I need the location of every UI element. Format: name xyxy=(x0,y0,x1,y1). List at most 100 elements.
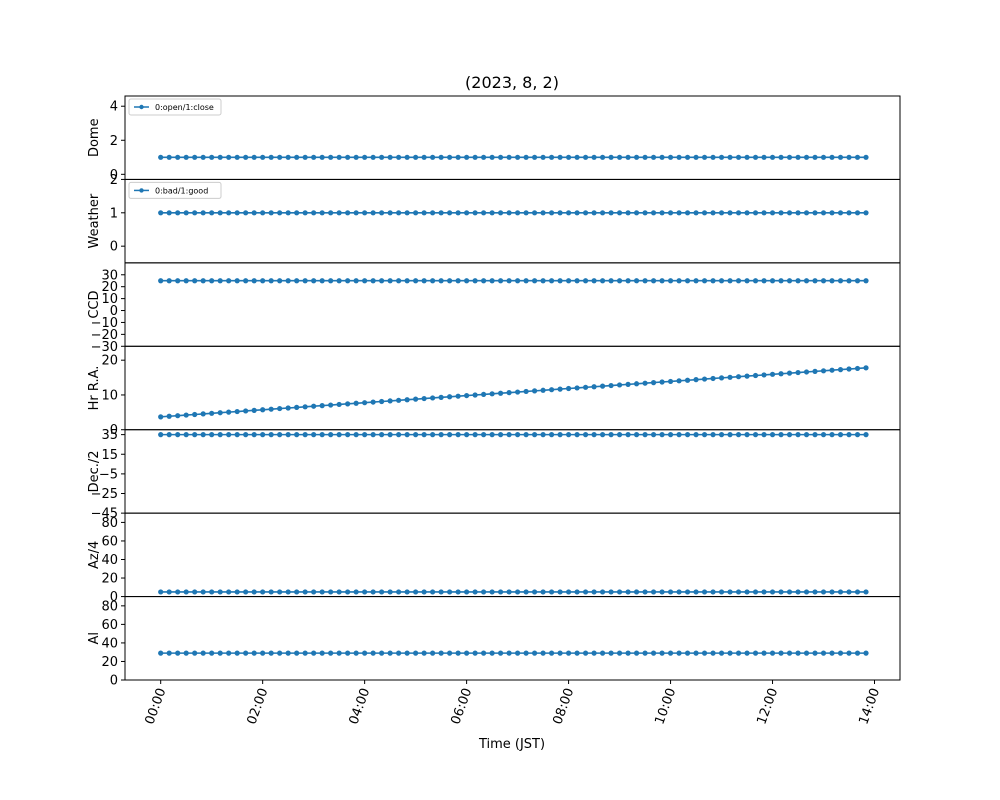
data-point xyxy=(438,278,444,284)
data-point xyxy=(226,650,232,656)
y-tick-label: 0 xyxy=(110,423,118,438)
data-point xyxy=(404,589,410,595)
data-point xyxy=(735,154,742,160)
data-point xyxy=(328,154,334,160)
data-point xyxy=(625,154,631,160)
y-tick-label: 20 xyxy=(101,354,118,369)
data-point xyxy=(515,154,521,160)
data-point xyxy=(285,405,291,411)
data-point xyxy=(659,650,665,656)
data-point xyxy=(464,589,470,595)
data-point xyxy=(489,278,495,284)
data-point xyxy=(642,278,648,284)
data-point xyxy=(667,432,674,438)
data-point xyxy=(319,278,325,284)
data-point xyxy=(582,384,589,390)
data-point xyxy=(531,154,538,160)
data-point xyxy=(633,210,640,216)
data-point xyxy=(523,650,529,656)
data-point xyxy=(243,650,249,656)
data-point xyxy=(362,589,368,595)
data-point xyxy=(447,210,453,216)
data-point xyxy=(489,589,495,595)
data-point xyxy=(379,432,385,438)
data-point xyxy=(778,432,784,438)
data-point xyxy=(523,210,529,216)
data-point xyxy=(515,432,521,438)
data-point xyxy=(693,210,699,216)
data-point xyxy=(430,278,436,284)
data-point xyxy=(744,210,750,216)
data-point xyxy=(786,589,793,595)
data-point xyxy=(226,278,232,284)
data-point xyxy=(540,432,546,438)
data-point xyxy=(625,210,631,216)
data-point xyxy=(718,210,725,216)
data-point xyxy=(684,589,691,595)
data-point xyxy=(413,278,419,284)
data-point xyxy=(718,650,725,656)
data-point xyxy=(217,589,223,595)
panel-1: Dome 0 2 4 0:open/1:close xyxy=(87,95,901,183)
data-point xyxy=(574,210,580,216)
data-point xyxy=(854,210,861,216)
data-point xyxy=(752,154,759,160)
data-point xyxy=(438,589,444,595)
data-point xyxy=(667,650,674,656)
data-point xyxy=(336,154,342,160)
data-point xyxy=(506,432,512,438)
y-axis-label: Weather xyxy=(87,193,102,248)
data-point xyxy=(778,650,784,656)
data-point xyxy=(786,650,793,656)
data-point xyxy=(846,210,852,216)
data-point xyxy=(260,432,266,438)
data-point xyxy=(812,210,818,216)
data-point xyxy=(472,154,478,160)
data-point xyxy=(294,154,300,160)
data-point xyxy=(761,210,767,216)
data-point xyxy=(727,432,733,438)
x-tick-label: 06:00 xyxy=(448,686,475,726)
data-point xyxy=(183,154,189,160)
data-point xyxy=(803,154,810,160)
data-point xyxy=(260,407,266,413)
data-point xyxy=(574,154,580,160)
data-point xyxy=(837,210,844,216)
data-point xyxy=(430,589,436,595)
y-tick-label: −20 xyxy=(91,328,118,343)
data-point xyxy=(650,210,657,216)
data-point xyxy=(599,210,606,216)
data-point xyxy=(684,432,691,438)
data-point xyxy=(285,650,291,656)
y-tick-label: 20 xyxy=(101,655,118,670)
panel-frame xyxy=(124,178,901,264)
data-point xyxy=(642,154,648,160)
data-point xyxy=(795,154,801,160)
y-tick-label: 2 xyxy=(110,173,118,188)
data-point xyxy=(710,589,716,595)
y-axis-label: Dome xyxy=(87,118,102,157)
panel-2: Weather 0 1 2 0:bad/1:good xyxy=(87,173,901,264)
data-point xyxy=(582,432,589,438)
data-point xyxy=(319,154,325,160)
x-tick-label: 14:00 xyxy=(856,686,883,726)
y-tick-label: 4 xyxy=(110,100,118,115)
data-point xyxy=(642,380,648,386)
data-point xyxy=(243,408,249,414)
data-point xyxy=(387,589,393,595)
data-point xyxy=(582,589,589,595)
data-point xyxy=(481,391,487,398)
data-point xyxy=(345,210,351,216)
data-point xyxy=(540,589,546,595)
data-point xyxy=(727,650,733,656)
data-point xyxy=(701,376,708,382)
data-point xyxy=(565,589,572,595)
y-axis-label: CCD xyxy=(87,290,102,318)
data-point xyxy=(837,278,844,284)
data-point xyxy=(268,432,274,438)
data-point xyxy=(183,278,189,284)
data-point xyxy=(548,278,555,284)
data-point xyxy=(387,154,393,160)
x-tick-label: 02:00 xyxy=(245,686,272,726)
panel-frame xyxy=(124,429,901,514)
